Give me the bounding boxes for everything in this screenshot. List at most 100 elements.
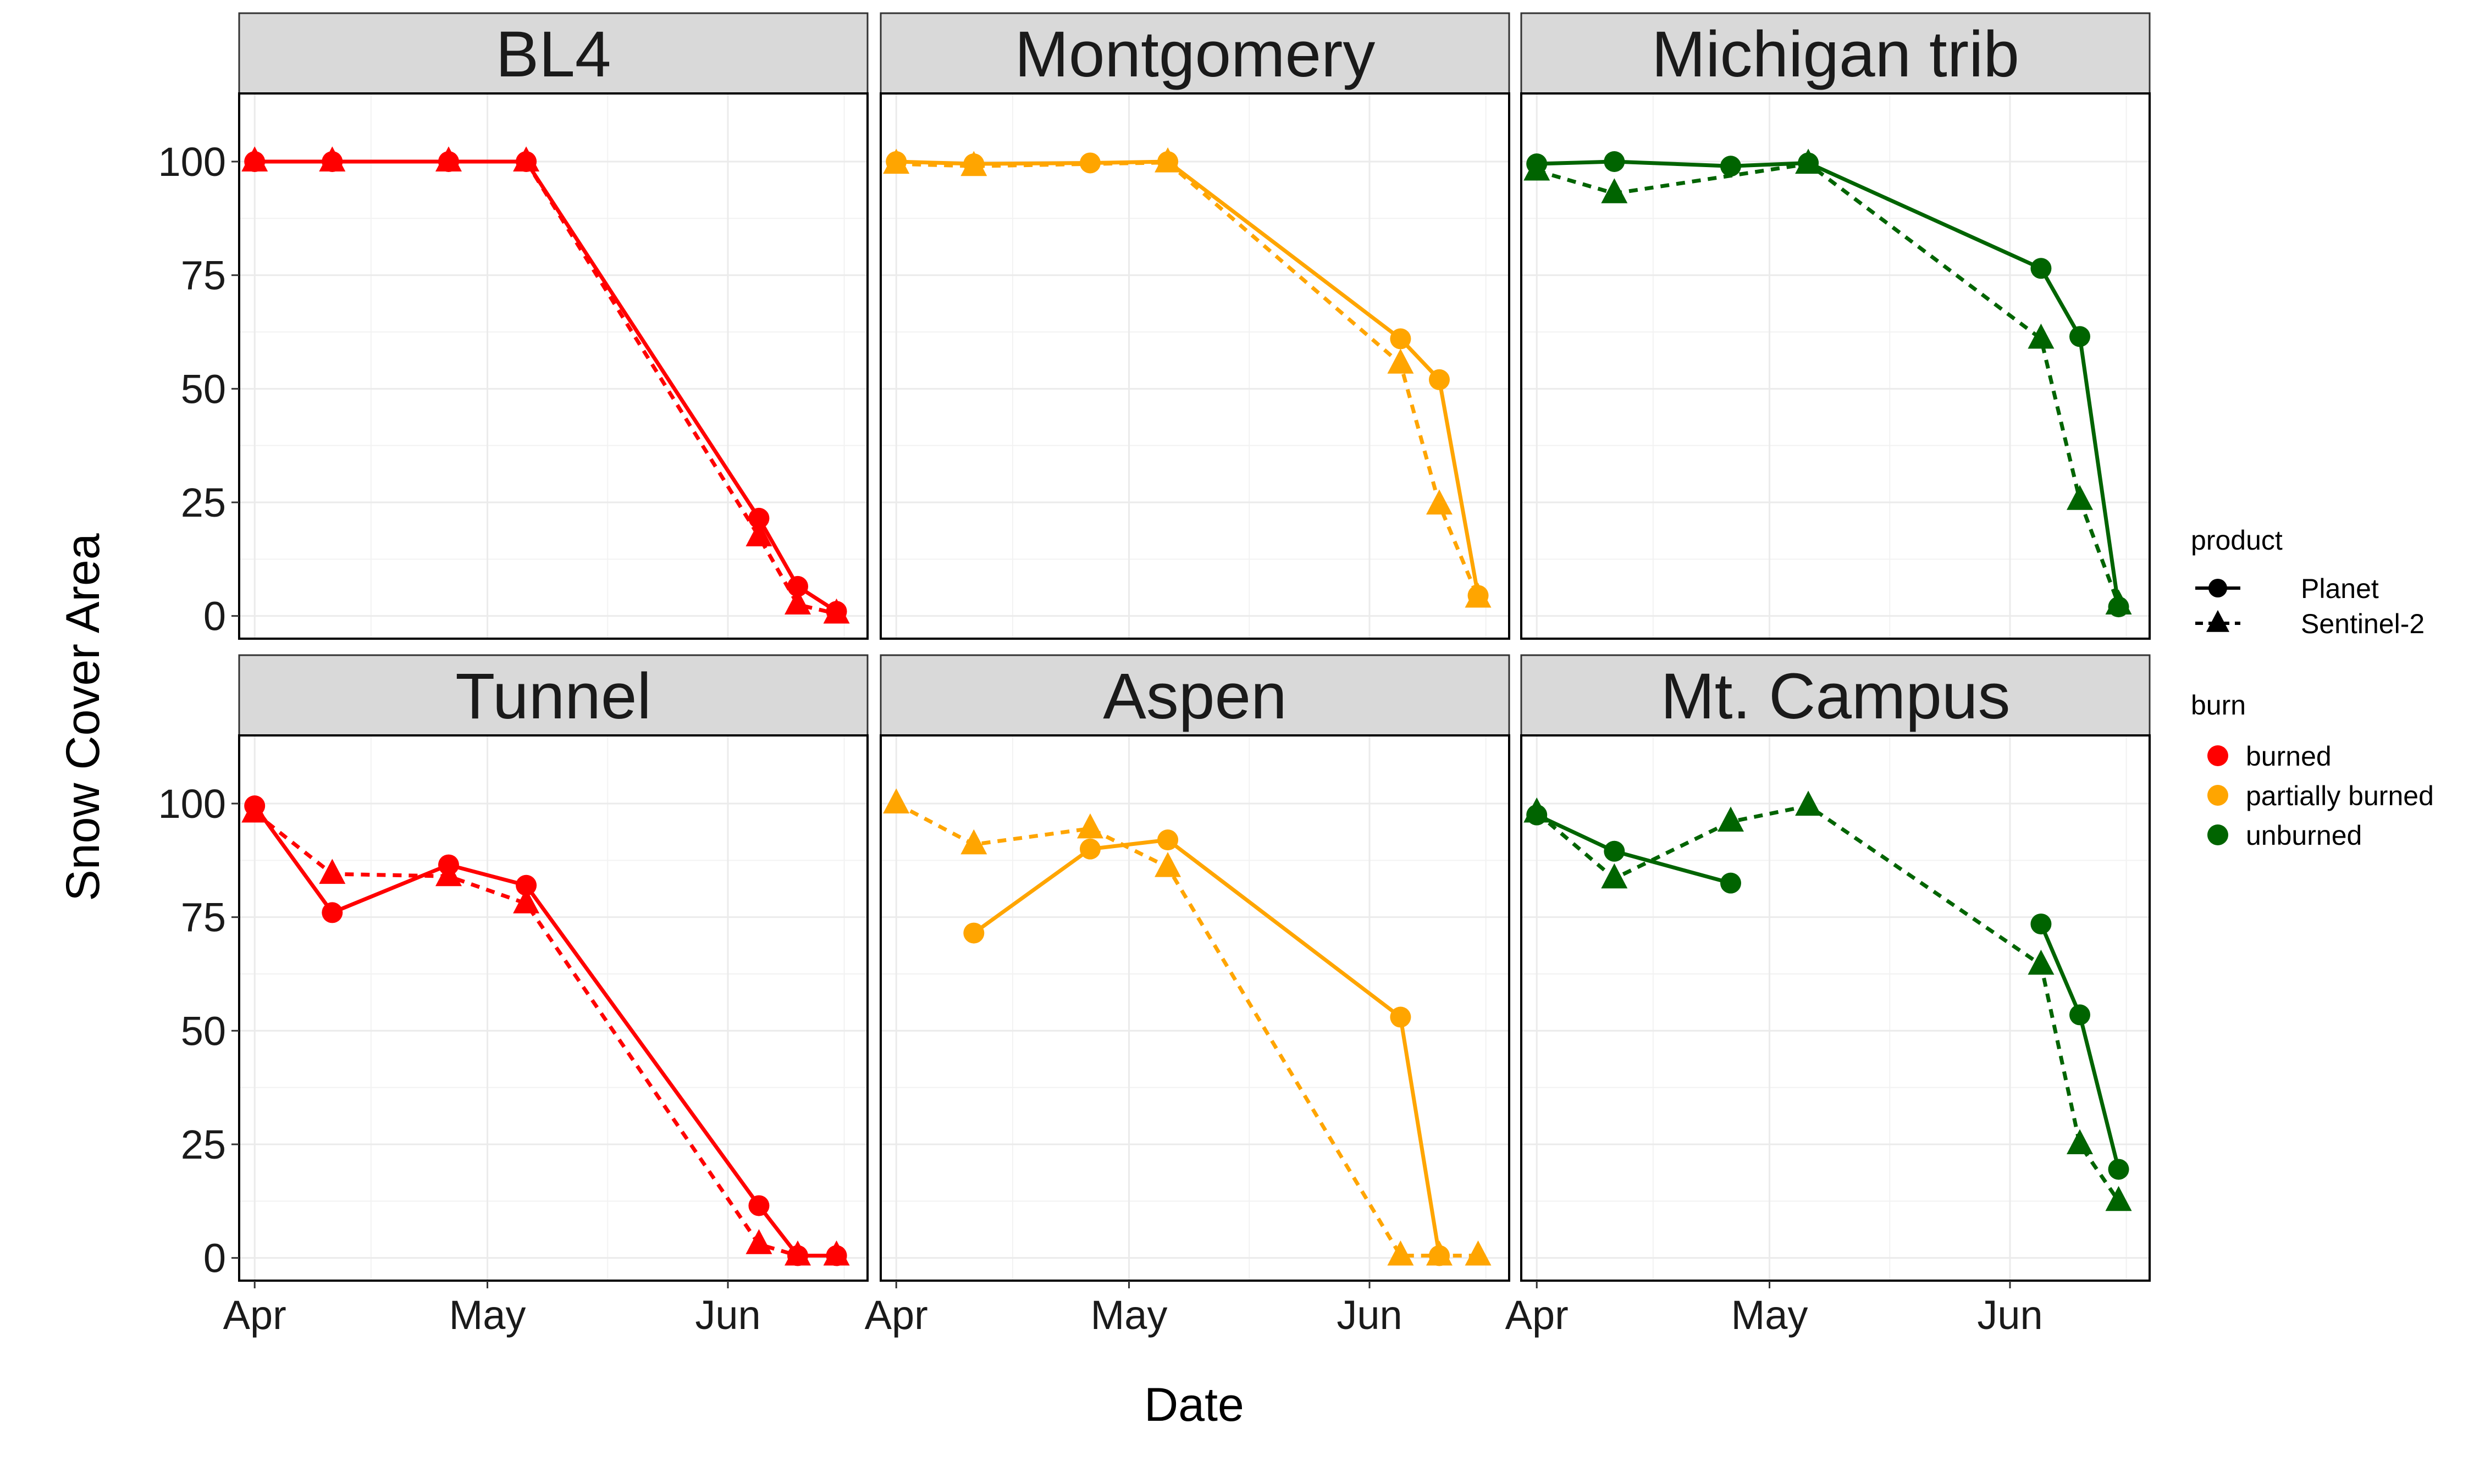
data-point-sentinel-2 xyxy=(823,1240,850,1266)
data-point-sentinel-2 xyxy=(435,861,462,887)
legend-title-product: product xyxy=(2191,525,2283,556)
data-point-sentinel-2 xyxy=(883,148,910,174)
panel-border-tunnel xyxy=(238,734,869,1282)
y-axis-title: Snow Cover Area xyxy=(57,533,109,901)
y-tick-label: 100 xyxy=(158,781,226,827)
x-tick-label: Apr xyxy=(223,1292,286,1338)
y-tick-label: 75 xyxy=(181,253,226,298)
data-point-sentinel-2 xyxy=(1718,806,1744,832)
panel-tunnel: Tunnel 0 25 50 75 100 Apr May Jun xyxy=(158,654,869,1338)
data-point-sentinel-2 xyxy=(1795,148,1822,174)
data-point-sentinel-2 xyxy=(1426,1240,1453,1266)
data-point-sentinel-2 xyxy=(1523,797,1550,823)
x-tick-label: Jun xyxy=(1977,1292,2042,1338)
panel-bg-aspen xyxy=(881,735,1509,1281)
data-point-planet xyxy=(1720,156,1741,177)
data-point-planet xyxy=(1390,1006,1411,1028)
data-point-sentinel-2 xyxy=(2028,949,2055,975)
data-point-planet xyxy=(322,902,343,923)
strip-title-montgomery: Montgomery xyxy=(1015,18,1376,91)
data-point-sentinel-2 xyxy=(1465,1240,1492,1266)
data-point-sentinel-2 xyxy=(1601,863,1628,889)
legend-label-sentinel-2: Sentinel-2 xyxy=(2301,608,2425,639)
panel-mt-campus: Mt. Campus Apr May Jun xyxy=(1505,654,2151,1338)
y-tick-label: 25 xyxy=(181,1122,226,1167)
data-point-planet xyxy=(2069,1004,2090,1026)
y-tick-label: 0 xyxy=(203,1236,226,1281)
data-point-planet xyxy=(2030,258,2052,279)
x-tick-label: May xyxy=(1731,1292,1808,1338)
data-point-sentinel-2 xyxy=(513,146,540,171)
data-point-sentinel-2 xyxy=(883,788,910,813)
x-tick-label: May xyxy=(1091,1292,1168,1338)
strip-montgomery xyxy=(880,12,1510,95)
data-point-sentinel-2 xyxy=(241,797,268,823)
data-point-planet xyxy=(1080,838,1101,860)
panels-layer: BL4 0 25 50 75 100 Montgomery Michigan trib Tunn… xyxy=(158,12,2151,1338)
panel-bg-bl4 xyxy=(239,93,868,639)
strip-title-mt-campus: Mt. Campus xyxy=(1660,660,2010,733)
legend-key-circle xyxy=(2208,579,2227,597)
data-point-sentinel-2 xyxy=(823,598,850,624)
data-point-planet xyxy=(516,874,537,896)
panel-bl4: BL4 0 25 50 75 100 xyxy=(158,12,869,640)
data-point-planet xyxy=(1157,829,1179,851)
data-point-planet xyxy=(2030,913,2052,935)
legend-label-planet: Planet xyxy=(2301,573,2379,604)
panel-aspen: Aspen Apr May Jun xyxy=(865,654,1510,1338)
data-point-sentinel-2 xyxy=(1387,348,1414,374)
x-tick-label: Apr xyxy=(1505,1292,1569,1338)
series-line-sentinel-2 xyxy=(896,160,1480,599)
data-point-planet xyxy=(1720,872,1741,894)
legend-key-partially-burned xyxy=(2207,785,2228,806)
panel-montgomery: Montgomery xyxy=(880,12,1510,640)
panel-border-bl4 xyxy=(238,92,869,640)
panel-border-mt-campus xyxy=(1520,734,2151,1282)
data-point-sentinel-2 xyxy=(319,859,346,884)
y-tick-label: 75 xyxy=(181,895,226,940)
strip-title-tunnel: Tunnel xyxy=(455,660,651,733)
data-point-planet xyxy=(748,1195,770,1216)
strip-title-bl4: BL4 xyxy=(496,18,611,91)
data-point-sentinel-2 xyxy=(2067,485,2093,510)
panel-border-montgomery xyxy=(880,92,1510,640)
data-point-planet xyxy=(2108,1159,2129,1180)
panel-bg-mt-campus xyxy=(1521,735,2150,1281)
data-point-sentinel-2 xyxy=(2028,323,2055,349)
data-point-planet xyxy=(2069,326,2090,347)
panel-border-aspen xyxy=(880,734,1510,1282)
data-point-sentinel-2 xyxy=(960,151,987,176)
data-point-planet xyxy=(787,575,808,597)
data-point-sentinel-2 xyxy=(1465,583,1492,608)
data-point-sentinel-2 xyxy=(2067,1129,2093,1154)
data-point-sentinel-2 xyxy=(785,589,811,614)
strip-bl4 xyxy=(238,12,869,95)
strip-tunnel xyxy=(238,654,869,737)
x-axis-title: Date xyxy=(1144,1378,1244,1431)
y-tick-label: 0 xyxy=(203,594,226,639)
x-tick-label: May xyxy=(449,1292,526,1338)
series-line-sentinel-2 xyxy=(1536,162,2120,606)
data-point-sentinel-2 xyxy=(2105,1186,2132,1211)
data-point-sentinel-2 xyxy=(1426,489,1453,515)
x-tick-label: Jun xyxy=(695,1292,760,1338)
data-point-sentinel-2 xyxy=(745,521,772,546)
strip-mt-campus xyxy=(1520,654,2151,737)
data-point-sentinel-2 xyxy=(1155,147,1181,173)
data-point-sentinel-2 xyxy=(1601,178,1628,203)
legend-label-burned: burned xyxy=(2246,741,2332,772)
data-point-planet xyxy=(1604,840,1625,862)
data-point-planet xyxy=(1604,151,1625,172)
legend-key-unburned xyxy=(2207,824,2228,845)
panel-border-michigan-trib xyxy=(1520,92,2151,640)
data-point-sentinel-2 xyxy=(1795,790,1822,816)
data-point-sentinel-2 xyxy=(1387,1240,1414,1266)
data-point-sentinel-2 xyxy=(1155,852,1181,877)
data-point-sentinel-2 xyxy=(1077,813,1103,839)
data-point-planet xyxy=(963,922,985,944)
y-tick-label: 25 xyxy=(181,480,226,525)
data-point-sentinel-2 xyxy=(2105,589,2132,614)
data-point-planet xyxy=(1429,369,1450,390)
legend-key-triangle xyxy=(2206,610,2229,632)
